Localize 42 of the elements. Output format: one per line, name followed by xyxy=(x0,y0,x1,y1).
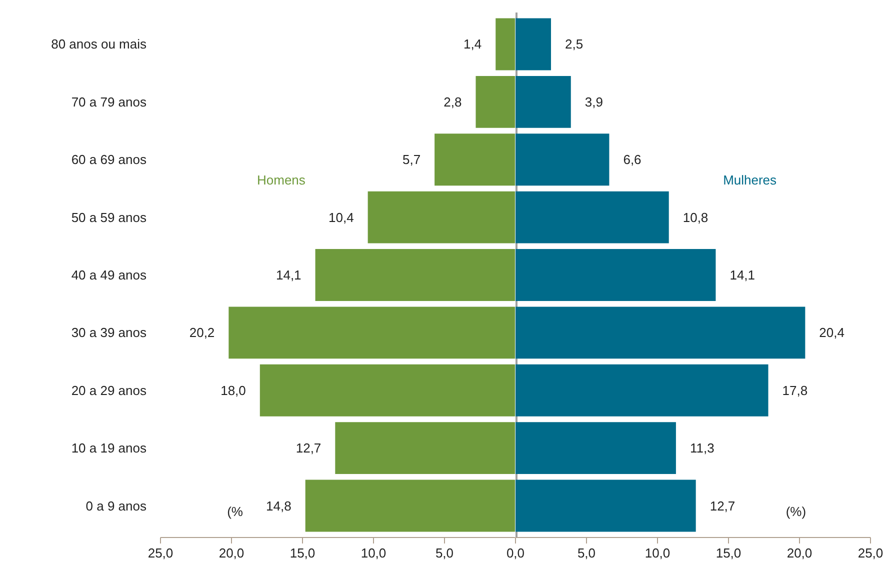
data-label: 10,8 xyxy=(682,210,708,225)
y-tick-label: 40 a 49 anos xyxy=(71,268,147,282)
y-tick-label: 70 a 79 anos xyxy=(71,94,147,110)
annotation: (% xyxy=(227,504,244,520)
y-tick-label: 0 a 9 anos xyxy=(86,498,147,514)
x-tick-label: 20,0 xyxy=(786,546,812,560)
data-label: 20,4 xyxy=(819,325,844,340)
x-tick-label: 5,0 xyxy=(577,546,596,560)
y-tick-label: 30 a 39 anos xyxy=(71,325,147,340)
x-tick-label: 15,0 xyxy=(290,546,316,560)
x-tick-label: 20,0 xyxy=(218,546,244,560)
x-tick-label: 10,0 xyxy=(360,546,386,560)
y-tick-label: 10 a 19 anos xyxy=(71,440,147,456)
data-label: 3,9 xyxy=(584,94,603,110)
data-label: 2,8 xyxy=(444,94,462,110)
data-label: 20,2 xyxy=(189,325,215,340)
data-label: 17,8 xyxy=(782,382,808,398)
y-tick-label: 20 a 29 anos xyxy=(71,382,147,398)
y-tick-label: 80 anos ou mais xyxy=(51,36,147,52)
text: Homens xyxy=(256,172,306,188)
x-tick-label: 5,0 xyxy=(435,546,454,560)
data-label: 5,7 xyxy=(402,152,421,168)
text: Mulheres xyxy=(723,172,778,188)
x-tick-label: 15,0 xyxy=(716,546,742,560)
x-tick-label: 0,0 xyxy=(506,546,525,560)
annotation: (%) xyxy=(786,504,806,520)
data-label: 1,4 xyxy=(464,36,482,52)
data-label: 12,7 xyxy=(710,498,736,514)
data-label: 14,1 xyxy=(276,268,302,282)
data-label: 18,0 xyxy=(220,382,246,398)
x-tick-label: 25,0 xyxy=(148,546,174,560)
x-tick-label: 10,0 xyxy=(644,546,670,560)
x-tick-label: 25,0 xyxy=(858,546,884,560)
data-label: 14,8 xyxy=(266,498,292,514)
y-tick-label: 60 a 69 anos xyxy=(71,152,147,168)
y-tick-label: 50 a 59 anos xyxy=(71,210,147,225)
data-label: 10,4 xyxy=(328,210,354,225)
data-label: 6,6 xyxy=(623,152,642,168)
data-label: 12,7 xyxy=(296,440,322,456)
data-label: 11,3 xyxy=(690,440,714,456)
data-label: 14,1 xyxy=(730,268,756,282)
data-label: 2,5 xyxy=(565,36,584,52)
